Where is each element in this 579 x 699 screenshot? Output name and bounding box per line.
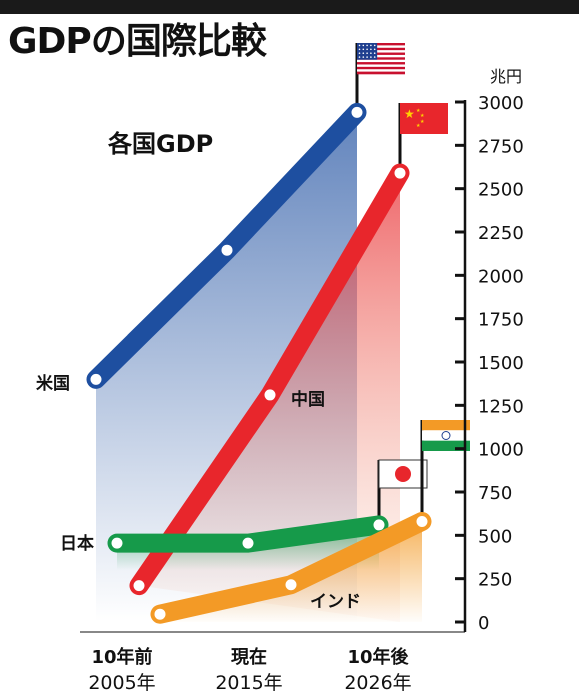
y-tick-label: 1500 <box>478 353 524 374</box>
flag-canton <box>357 43 378 60</box>
data-point <box>283 577 299 593</box>
x-tick-label: 10年前 <box>91 646 152 668</box>
x-tick-label: 現在 <box>231 646 267 668</box>
flag-star: ★ <box>404 107 415 121</box>
flag-star <box>366 48 368 51</box>
y-tick-label: 0 <box>478 613 489 634</box>
india-flag <box>422 420 470 451</box>
flag-star <box>370 56 372 58</box>
flag-field <box>400 103 448 134</box>
flag-star: ★ <box>416 123 421 129</box>
chart-title: 各国GDP <box>107 130 213 158</box>
flag-stripe <box>422 420 470 431</box>
flag-sun <box>395 466 411 482</box>
y-tick-label: 2500 <box>478 180 524 201</box>
y-tick-label: 2250 <box>478 223 524 244</box>
flag-star <box>366 56 368 58</box>
flag-star <box>362 48 365 51</box>
flag-stripe <box>357 43 405 46</box>
y-tick-label: 1750 <box>478 310 524 331</box>
data-point <box>392 165 408 181</box>
flag-stripe <box>422 430 470 441</box>
flag-stripe <box>357 71 405 75</box>
page-title: GDPの国際比較 <box>8 21 267 62</box>
flag-star <box>370 52 372 54</box>
flag-star <box>373 48 376 51</box>
y-tick-label: 2750 <box>478 136 524 157</box>
data-point <box>219 242 235 258</box>
y-tick-label: 1000 <box>478 440 524 461</box>
flag-star: ★ <box>420 113 425 119</box>
flag-stripe <box>357 52 405 56</box>
flag-stripe <box>357 45 405 49</box>
y-axis-unit: 兆円 <box>490 67 522 86</box>
y-tick-label: 1250 <box>478 396 524 417</box>
flag-star <box>362 52 365 54</box>
flag-star: ★ <box>420 119 425 125</box>
y-tick-label: 250 <box>478 570 512 591</box>
data-point <box>152 606 168 622</box>
series-label: 米国 <box>36 373 70 394</box>
flag-star <box>358 52 361 54</box>
flag-stripe <box>357 54 405 58</box>
y-tick-label: 750 <box>478 483 512 504</box>
series-area <box>160 521 422 622</box>
flag-stripe <box>357 64 405 68</box>
data-point <box>262 387 278 403</box>
flag-star <box>373 44 376 47</box>
flag-star <box>366 52 368 54</box>
data-point <box>88 371 104 387</box>
flag-star <box>373 52 376 54</box>
flag-stripe <box>357 66 405 70</box>
data-point <box>371 517 387 533</box>
y-tick-label: 2000 <box>478 266 524 287</box>
flag-stripe <box>357 62 405 65</box>
data-point <box>414 513 430 529</box>
top-bar <box>0 0 579 14</box>
flag-star <box>362 56 365 58</box>
japan-flag <box>378 459 428 489</box>
china-flag: ★ ★★★★ <box>400 103 448 134</box>
flag-stripe <box>357 50 405 53</box>
flag-star: ★ <box>416 108 421 114</box>
flag-stripe <box>357 59 405 63</box>
flag-star <box>362 44 365 47</box>
y-tick-label: 3000 <box>478 93 524 114</box>
flag-star <box>370 44 372 47</box>
y-tick-label: 500 <box>478 526 512 547</box>
flag-star <box>373 56 376 58</box>
flag-stripe <box>357 47 405 51</box>
flag-star <box>358 48 361 51</box>
flag-star <box>358 44 361 47</box>
flag-chakra <box>441 431 451 440</box>
flag-star <box>358 56 361 58</box>
series-label: インド <box>310 592 361 612</box>
us-flag <box>357 43 405 75</box>
x-tick-year: 2005年 <box>88 672 155 694</box>
series-label: 中国 <box>291 389 325 410</box>
flag-stripe <box>357 69 405 72</box>
flag-star <box>366 44 368 47</box>
flag-star <box>370 48 372 51</box>
series-label: 日本 <box>60 533 94 554</box>
x-tick-year: 2015年 <box>215 672 282 694</box>
flag-stripe <box>357 57 405 60</box>
data-point <box>109 535 125 551</box>
x-tick-label: 10年後 <box>347 646 409 668</box>
data-point <box>131 578 147 594</box>
data-point <box>240 535 256 551</box>
data-point <box>349 104 365 120</box>
x-tick-year: 2026年 <box>344 672 411 694</box>
flag-stripe <box>422 440 470 451</box>
